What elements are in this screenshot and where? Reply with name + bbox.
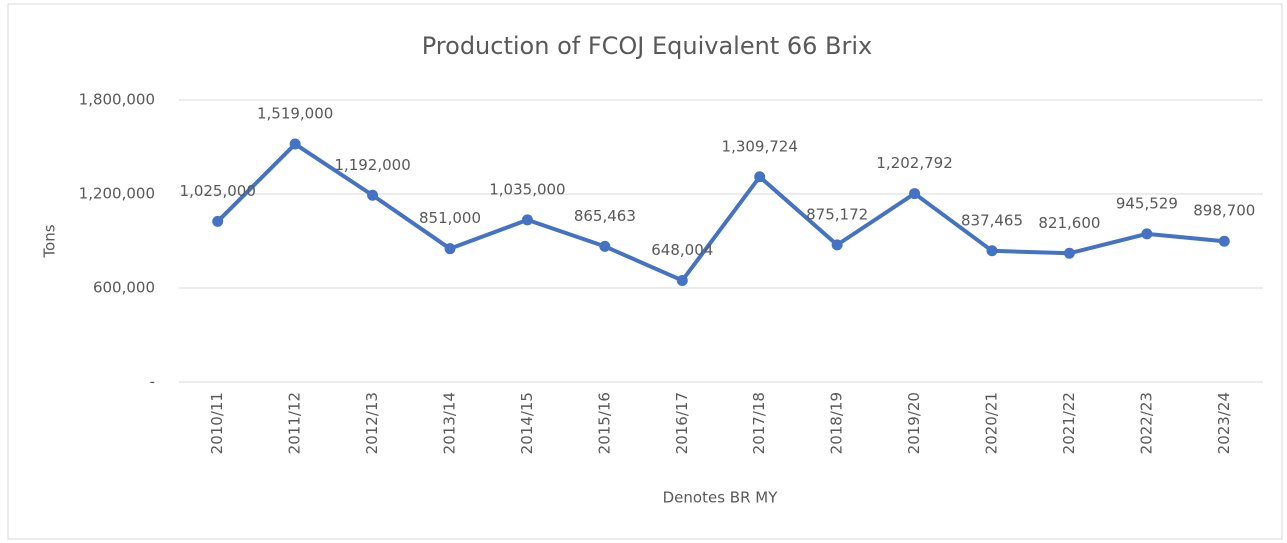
- x-tick-label: 2013/14: [441, 392, 459, 454]
- marker: [754, 171, 766, 183]
- x-tick-label: 2020/21: [983, 392, 1001, 454]
- y-tick-label: 600,000: [93, 279, 155, 297]
- x-tick-label: 2021/22: [1060, 392, 1078, 454]
- x-tick-label: 2010/11: [208, 392, 226, 454]
- x-tick-label: 2018/19: [828, 392, 846, 454]
- marker: [831, 239, 843, 251]
- x-tick-label: 2011/12: [286, 392, 304, 454]
- x-tick-label: 2022/23: [1137, 392, 1155, 454]
- data-label: 1,309,724: [722, 137, 798, 155]
- x-tick-label: 2016/17: [673, 392, 691, 454]
- marker: [1218, 235, 1230, 247]
- marker: [521, 214, 533, 226]
- data-label: 851,000: [419, 209, 481, 227]
- marker: [599, 240, 611, 252]
- marker: [676, 274, 688, 286]
- data-label: 1,202,792: [876, 154, 952, 172]
- x-axis-label: Denotes BR MY: [663, 489, 779, 507]
- data-label: 837,465: [961, 211, 1023, 229]
- data-label: 875,172: [806, 205, 868, 223]
- data-label: 1,519,000: [257, 105, 333, 123]
- marker: [289, 138, 301, 150]
- y-tick-label: 1,800,000: [79, 91, 155, 109]
- data-label: 821,600: [1038, 214, 1100, 232]
- marker: [212, 215, 224, 227]
- data-label: 865,463: [574, 207, 636, 225]
- data-label: 1,035,000: [489, 180, 565, 198]
- chart-title: Production of FCOJ Equivalent 66 Brix: [422, 32, 872, 60]
- y-axis-label: Tons: [41, 224, 59, 258]
- chart-frame: [7, 3, 1283, 540]
- x-tick-label: 2019/20: [905, 392, 923, 454]
- marker: [1141, 228, 1153, 240]
- y-tick-label: -: [150, 373, 155, 391]
- data-label: 1,025,000: [180, 182, 256, 200]
- data-label: 648,004: [651, 241, 713, 259]
- y-tick-label: 1,200,000: [79, 185, 155, 203]
- line: [216, 142, 1225, 283]
- marker: [444, 243, 456, 255]
- x-tick-label: 2015/16: [595, 392, 613, 454]
- data-label: 945,529: [1116, 194, 1178, 212]
- marker: [986, 245, 998, 257]
- x-tick-label: 2023/24: [1215, 392, 1233, 454]
- x-tick-label: 2017/18: [750, 392, 768, 454]
- marker: [909, 188, 921, 200]
- x-tick-label: 2012/13: [363, 392, 381, 454]
- marker: [1063, 247, 1075, 259]
- data-label: 1,192,000: [334, 156, 410, 174]
- marker: [367, 189, 379, 201]
- x-tick-label: 2014/15: [518, 392, 536, 454]
- data-label: 898,700: [1193, 202, 1255, 220]
